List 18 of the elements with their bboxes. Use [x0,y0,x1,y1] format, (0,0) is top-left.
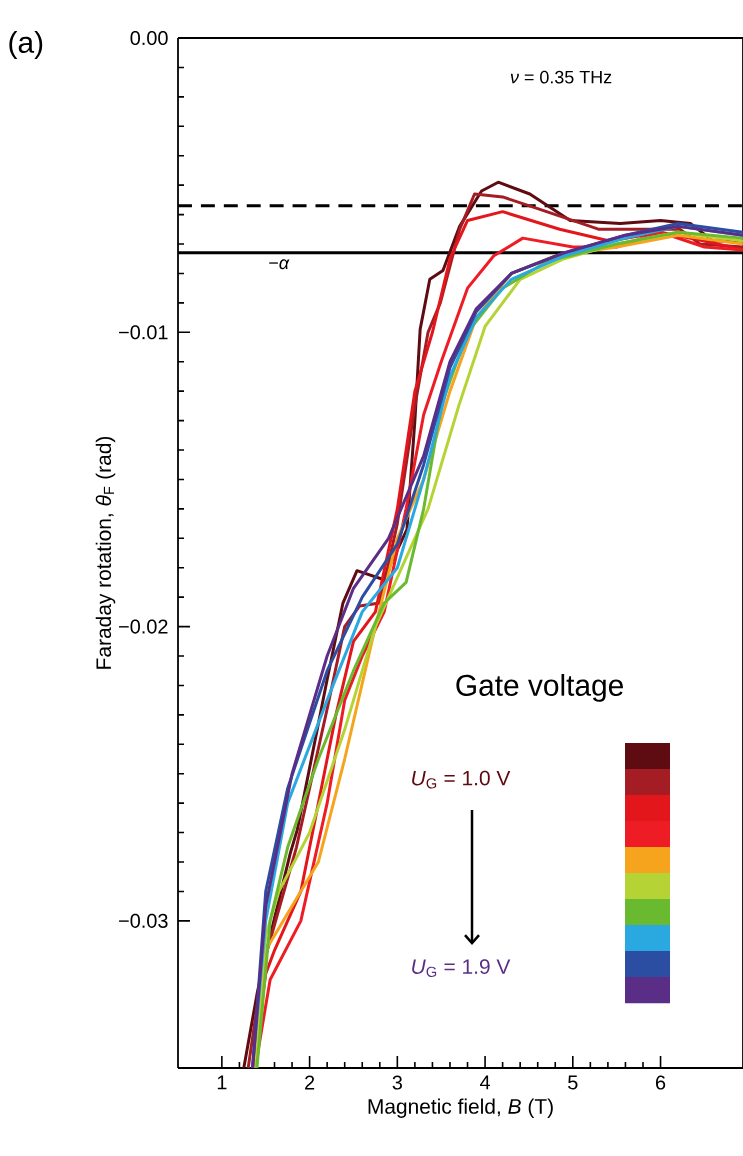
text: (a) [9,31,43,59]
x-tick-label: 4 [479,1075,491,1090]
annotation: ν = 0.35 THz [510,70,612,84]
ref-line-label: −α [269,259,290,270]
x-tick-label: 1 [217,1075,227,1090]
annotation: Gate voltage [456,674,623,702]
annotation: U$_{G}$ = 1.9 V [412,959,511,978]
y-axis-title: Faraday rotation, θ$_{F}$ (rad) [95,436,116,669]
y-tick-label: −0.03 [119,913,168,928]
y-tick-label: −0.01 [119,325,168,340]
x-tick-label: 2 [305,1075,315,1090]
y-tick-label: 0.00 [130,30,168,46]
x-tick-label: 6 [656,1075,666,1090]
y-tick-label: −0.02 [119,619,168,634]
x-axis-title: Magnetic field, B (T) [368,1098,553,1118]
annotation: U$_{G}$ = 1.0 V [412,770,511,789]
x-tick-label: 3 [392,1075,402,1090]
x-tick-label: 5 [568,1075,578,1090]
